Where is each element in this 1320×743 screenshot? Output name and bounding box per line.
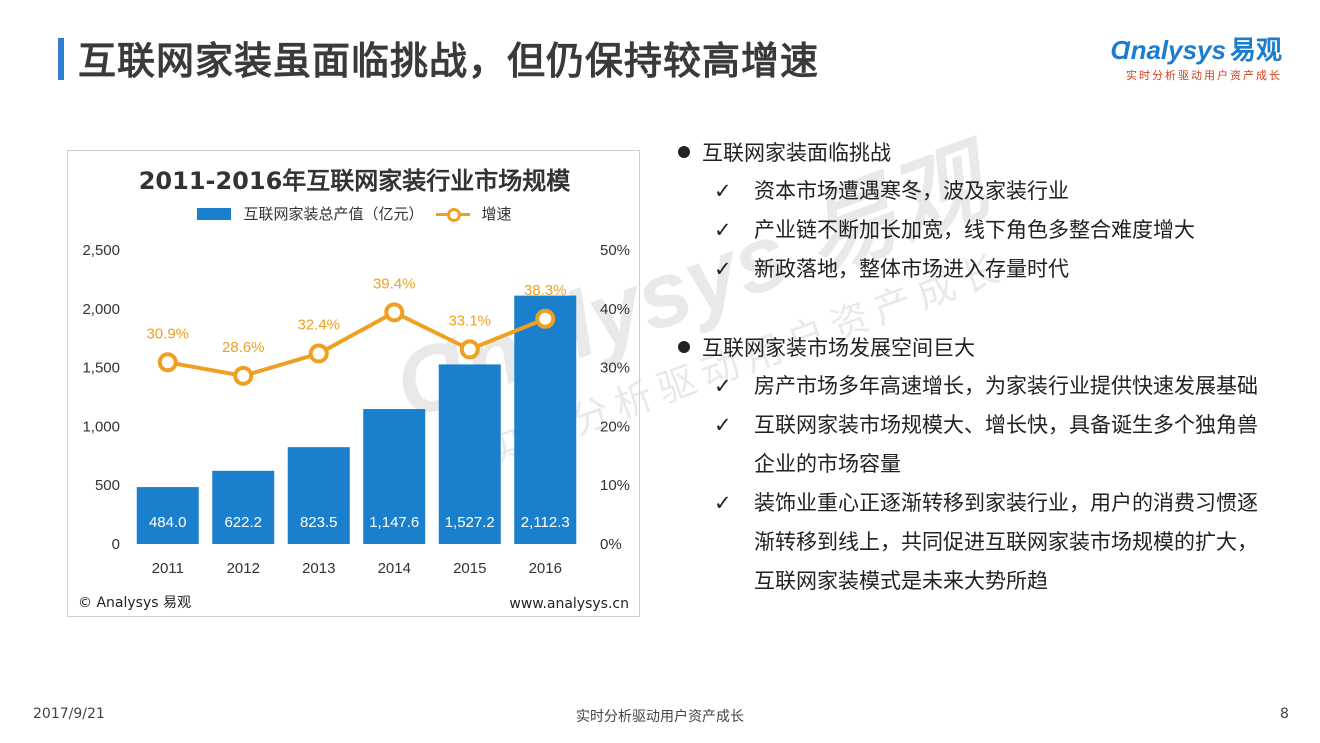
growth-label: 28.6%	[222, 339, 265, 356]
chart-source-right: www.analysys.cn	[509, 596, 629, 612]
bullet-heading: 互联网家装市场发展空间巨大	[678, 327, 1288, 367]
y-left-tick-label: 1,500	[82, 360, 120, 377]
page-title: 互联网家装虽面临挑战，但仍保持较高增速	[78, 39, 820, 83]
x-tick-label: 2011	[152, 560, 184, 577]
checkmark-icon: ✓	[714, 491, 732, 515]
bar-value-label: 622.2	[224, 514, 262, 531]
bullet-heading-text: 互联网家装面临挑战	[702, 141, 891, 165]
bullet-dot-icon	[678, 341, 690, 353]
y-right-tick-label: 20%	[600, 418, 630, 435]
bar	[514, 295, 577, 544]
market-size-chart: 2011-2016年互联网家装行业市场规模 互联网家装总产值（亿元） 增速 0 5…	[67, 150, 640, 617]
bullet-dot-icon	[678, 146, 690, 158]
footer-date: 2017/9/21	[33, 706, 105, 722]
checkmark-icon: ✓	[714, 413, 732, 437]
bullet-item-text: 新政落地，整体市场进入存量时代	[754, 257, 1069, 281]
analysys-logo: Ɑnalysys 易观 实时分析驱动用户资产成长	[1110, 30, 1282, 83]
y-right-tick-label: 40%	[600, 301, 630, 318]
checkmark-icon: ✓	[714, 257, 732, 281]
bar	[363, 409, 426, 544]
checkmark-icon: ✓	[714, 179, 732, 203]
growth-point	[384, 302, 405, 323]
x-tick-label: 2012	[227, 560, 260, 577]
chart-plot: 0 500 1,000 1,500 2,000 2,500 0% 10% 20% 30% 40% 50…	[82, 242, 630, 577]
growth-point	[308, 343, 329, 364]
growth-label: 32.4%	[297, 316, 340, 333]
growth-point	[233, 365, 254, 386]
footer-tagline: 实时分析驱动用户资产成长	[576, 709, 744, 725]
y-left-tick-label: 2,500	[82, 242, 120, 259]
checkmark-icon: ✓	[714, 218, 732, 242]
bullet-item: ✓ 房产市场多年高速增长，为家装行业提供快速发展基础	[678, 367, 1288, 406]
legend-bar-label: 互联网家装总产值（亿元）	[243, 205, 424, 223]
bullet-list: 互联网家装面临挑战 ✓ 资本市场遭遇寒冬，波及家装行业 ✓ 产业链不断加长加宽，线下角色…	[678, 132, 1288, 601]
bullet-item-text: 房产市场多年高速增长，为家装行业提供快速发展基础	[754, 374, 1258, 398]
logo-cn-text: 易观	[1229, 35, 1282, 65]
bullet-item: ✓ 新政落地，整体市场进入存量时代	[678, 250, 1288, 289]
x-tick-label: 2013	[302, 560, 335, 577]
growth-label: 30.9%	[146, 325, 189, 342]
growth-label: 39.4%	[373, 275, 416, 292]
bullet-item: ✓ 资本市场遭遇寒冬，波及家装行业	[678, 172, 1288, 211]
legend-line-swatch	[435, 207, 470, 222]
x-tick-label: 2014	[378, 560, 411, 577]
bar	[136, 487, 199, 544]
y-right-tick-label: 50%	[600, 242, 630, 259]
bullet-item: ✓ 装饰业重心正逐渐转移到家装行业，用户的消费习惯逐渐转移到线上，共同促进互联网家…	[678, 484, 1288, 601]
growth-point	[157, 352, 178, 373]
page-number: 8	[1280, 706, 1289, 722]
bar	[287, 447, 350, 544]
logo-wordmark: Ɑnalysys 易观	[1110, 30, 1282, 67]
bullet-item-text: 产业链不断加长加宽，线下角色多整合难度增大	[754, 218, 1195, 242]
growth-point	[535, 308, 556, 329]
logo-prefix: Ɑ	[1110, 35, 1131, 65]
y-left-tick-label: 1,000	[82, 418, 120, 435]
growth-line	[167, 310, 547, 378]
y-right-tick-label: 10%	[600, 477, 630, 494]
x-tick-label: 2015	[453, 560, 486, 577]
bullet-item-text: 资本市场遭遇寒冬，波及家装行业	[754, 179, 1069, 203]
y-right-tick-label: 30%	[600, 360, 630, 377]
y-left-tick-label: 2,000	[82, 301, 120, 318]
bar-value-label: 1,147.6	[369, 514, 419, 531]
chart-legend: 互联网家装总产值（亿元） 增速	[68, 203, 641, 224]
bullet-item-text: 装饰业重心正逐渐转移到家装行业，用户的消费习惯逐渐转移到线上，共同促进互联网家装…	[754, 491, 1258, 593]
bar-value-label: 484.0	[149, 514, 187, 531]
chart-source-left: © Analysys 易观	[78, 595, 191, 611]
bullet-item: ✓ 互联网家装市场规模大、增长快，具备诞生多个独角兽企业的市场容量	[678, 406, 1288, 484]
checkmark-icon: ✓	[714, 374, 732, 398]
bullet-item: ✓ 产业链不断加长加宽，线下角色多整合难度增大	[678, 211, 1288, 250]
legend-line-label: 增速	[481, 205, 512, 223]
chart-title: 2011-2016年互联网家装行业市场规模	[138, 167, 571, 195]
y-left-tick-label: 0	[112, 536, 120, 553]
growth-point	[459, 339, 480, 360]
bar-value-label: 1,527.2	[445, 514, 495, 531]
growth-label: 38.3%	[524, 282, 567, 299]
title-accent-bar	[58, 38, 64, 80]
bullet-heading-text: 互联网家装市场发展空间巨大	[702, 336, 975, 360]
bar	[438, 364, 501, 544]
logo-tagline: 实时分析驱动用户资产成长	[1126, 69, 1282, 82]
y-left-tick-label: 500	[95, 477, 120, 494]
bar	[212, 470, 275, 544]
bullet-heading: 互联网家装面临挑战	[678, 132, 1288, 172]
legend-bar-swatch	[197, 207, 232, 220]
logo-main-text: nalysys	[1130, 35, 1226, 65]
bar-value-label: 823.5	[300, 514, 338, 531]
growth-label: 33.1%	[448, 312, 491, 329]
x-tick-label: 2016	[529, 560, 562, 577]
y-right-tick-label: 0%	[600, 536, 622, 553]
bullet-item-text: 互联网家装市场规模大、增长快，具备诞生多个独角兽企业的市场容量	[754, 413, 1258, 476]
bar-value-label: 2,112.3	[521, 514, 570, 531]
